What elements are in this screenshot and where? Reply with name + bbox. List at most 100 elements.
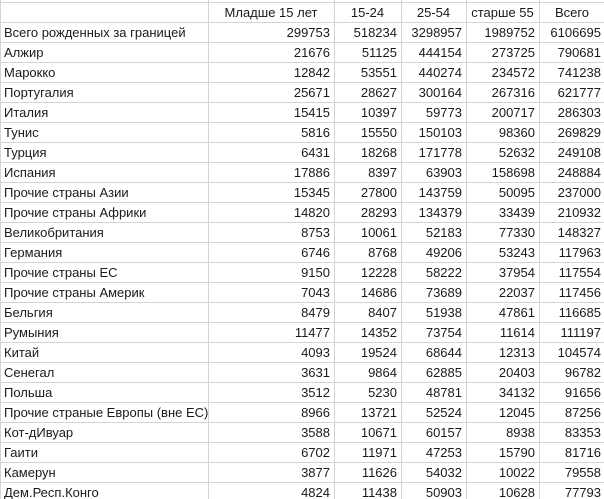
- cell-value[interactable]: 96782: [539, 362, 604, 383]
- cell-value[interactable]: 52183: [401, 222, 467, 243]
- cell-value[interactable]: 49206: [401, 242, 467, 263]
- cell-value[interactable]: 19524: [334, 342, 402, 363]
- cell-value[interactable]: 134379: [401, 202, 467, 223]
- cell-value[interactable]: 68644: [401, 342, 467, 363]
- row-label[interactable]: Сенегал: [0, 362, 209, 383]
- cell-value[interactable]: 11614: [466, 322, 540, 343]
- cell-value[interactable]: 6702: [208, 442, 335, 463]
- cell-value[interactable]: 58222: [401, 262, 467, 283]
- cell-value[interactable]: 18268: [334, 142, 402, 163]
- cell-value[interactable]: 83353: [539, 422, 604, 443]
- cell-value[interactable]: 13721: [334, 402, 402, 423]
- cell-value[interactable]: 77793: [539, 482, 604, 499]
- cell-value[interactable]: 234572: [466, 62, 540, 83]
- cell-value[interactable]: 111197: [539, 322, 604, 343]
- row-label[interactable]: Италия: [0, 102, 209, 123]
- cell-value[interactable]: 3877: [208, 462, 335, 483]
- cell-value[interactable]: 52524: [401, 402, 467, 423]
- cell-value[interactable]: 15550: [334, 122, 402, 143]
- cell-value[interactable]: 10022: [466, 462, 540, 483]
- cell-value[interactable]: 8768: [334, 242, 402, 263]
- cell-value[interactable]: 3588: [208, 422, 335, 443]
- cell-value[interactable]: 79558: [539, 462, 604, 483]
- cell-value[interactable]: 81716: [539, 442, 604, 463]
- cell-value[interactable]: 104574: [539, 342, 604, 363]
- cell-value[interactable]: 158698: [466, 162, 540, 183]
- cell-value[interactable]: 60157: [401, 422, 467, 443]
- row-label[interactable]: Тунис: [0, 122, 209, 143]
- cell-value[interactable]: 11626: [334, 462, 402, 483]
- row-label[interactable]: Марокко: [0, 62, 209, 83]
- cell-value[interactable]: 440274: [401, 62, 467, 83]
- cell-value[interactable]: 22037: [466, 282, 540, 303]
- cell-value[interactable]: 34132: [466, 382, 540, 403]
- header-cell-rowlabels[interactable]: [0, 2, 209, 23]
- cell-value[interactable]: 87256: [539, 402, 604, 423]
- cell-value[interactable]: 117963: [539, 242, 604, 263]
- row-label[interactable]: Китай: [0, 342, 209, 363]
- cell-value[interactable]: 9864: [334, 362, 402, 383]
- cell-value[interactable]: 248884: [539, 162, 604, 183]
- cell-value[interactable]: 12228: [334, 262, 402, 283]
- cell-value[interactable]: 53551: [334, 62, 402, 83]
- cell-value[interactable]: 62885: [401, 362, 467, 383]
- cell-value[interactable]: 790681: [539, 42, 604, 63]
- cell-value[interactable]: 52632: [466, 142, 540, 163]
- cell-value[interactable]: 28293: [334, 202, 402, 223]
- cell-value[interactable]: 237000: [539, 182, 604, 203]
- cell-value[interactable]: 210932: [539, 202, 604, 223]
- cell-value[interactable]: 273725: [466, 42, 540, 63]
- cell-value[interactable]: 14820: [208, 202, 335, 223]
- row-label[interactable]: Германия: [0, 242, 209, 263]
- cell-value[interactable]: 6746: [208, 242, 335, 263]
- row-label[interactable]: Прочие страные Европы (вне ЕС): [0, 402, 209, 423]
- row-label[interactable]: Прочие страны Азии: [0, 182, 209, 203]
- cell-value[interactable]: 148327: [539, 222, 604, 243]
- cell-value[interactable]: 6431: [208, 142, 335, 163]
- cell-value[interactable]: 11438: [334, 482, 402, 499]
- cell-value[interactable]: 98360: [466, 122, 540, 143]
- cell-value[interactable]: 269829: [539, 122, 604, 143]
- cell-value[interactable]: 4093: [208, 342, 335, 363]
- cell-value[interactable]: 15415: [208, 102, 335, 123]
- cell-value[interactable]: 15345: [208, 182, 335, 203]
- row-label[interactable]: Гаити: [0, 442, 209, 463]
- row-label[interactable]: Турция: [0, 142, 209, 163]
- cell-value[interactable]: 249108: [539, 142, 604, 163]
- row-label[interactable]: Бельгия: [0, 302, 209, 323]
- row-label[interactable]: Румыния: [0, 322, 209, 343]
- cell-value[interactable]: 1989752: [466, 22, 540, 43]
- cell-value[interactable]: 3298957: [401, 22, 467, 43]
- row-label[interactable]: Дем.Респ.Конго: [0, 482, 209, 499]
- cell-value[interactable]: 73754: [401, 322, 467, 343]
- cell-value[interactable]: 8407: [334, 302, 402, 323]
- cell-value[interactable]: 5230: [334, 382, 402, 403]
- cell-value[interactable]: 741238: [539, 62, 604, 83]
- row-label[interactable]: Камерун: [0, 462, 209, 483]
- cell-value[interactable]: 11477: [208, 322, 335, 343]
- cell-value[interactable]: 54032: [401, 462, 467, 483]
- cell-value[interactable]: 286303: [539, 102, 604, 123]
- cell-value[interactable]: 444154: [401, 42, 467, 63]
- cell-value[interactable]: 15790: [466, 442, 540, 463]
- cell-value[interactable]: 8479: [208, 302, 335, 323]
- cell-value[interactable]: 116685: [539, 302, 604, 323]
- cell-value[interactable]: 91656: [539, 382, 604, 403]
- cell-value[interactable]: 47253: [401, 442, 467, 463]
- cell-value[interactable]: 5816: [208, 122, 335, 143]
- cell-value[interactable]: 200717: [466, 102, 540, 123]
- cell-value[interactable]: 20403: [466, 362, 540, 383]
- row-label[interactable]: Кот-дИвуар: [0, 422, 209, 443]
- cell-value[interactable]: 21676: [208, 42, 335, 63]
- cell-value[interactable]: 73689: [401, 282, 467, 303]
- header-cell-total[interactable]: Всего: [539, 2, 604, 23]
- cell-value[interactable]: 518234: [334, 22, 402, 43]
- cell-value[interactable]: 50903: [401, 482, 467, 499]
- cell-value[interactable]: 10628: [466, 482, 540, 499]
- cell-value[interactable]: 9150: [208, 262, 335, 283]
- row-label[interactable]: Прочие страны ЕС: [0, 262, 209, 283]
- cell-value[interactable]: 8938: [466, 422, 540, 443]
- header-cell-25-54[interactable]: 25-54: [401, 2, 467, 23]
- cell-value[interactable]: 12313: [466, 342, 540, 363]
- cell-value[interactable]: 6106695: [539, 22, 604, 43]
